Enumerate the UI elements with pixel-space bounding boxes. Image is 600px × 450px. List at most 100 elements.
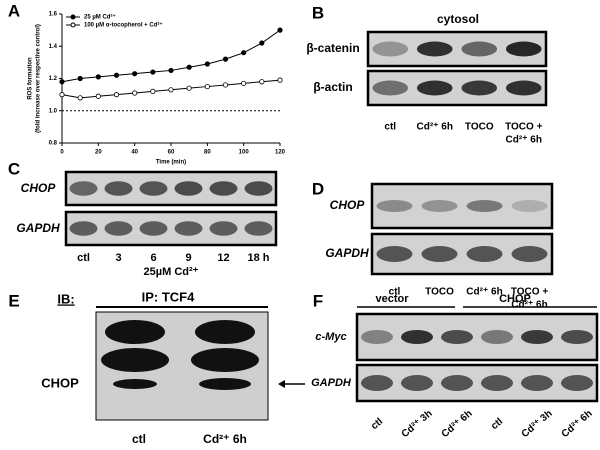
band [244,181,273,196]
data-point [186,85,192,91]
band [561,375,593,391]
band [416,80,453,96]
band [361,330,393,344]
data-point [95,74,101,80]
treatment-label: 25µM Cd²⁺ [144,266,199,278]
x-tick-label: 0 [60,150,64,156]
legend-marker [70,22,76,28]
lane-label: TOCO + [505,122,542,133]
band [441,330,473,344]
data-point [59,92,65,98]
lane-label: TOCO [425,287,454,298]
y-tick-label: 1.4 [49,44,58,50]
legend-label: 100 µM α-tocopherol + Cd²⁺ [84,22,163,29]
lane-label: Cd²⁺ 6h [560,408,595,440]
band [521,330,553,344]
panel-label: F [313,291,323,310]
ib-label: IB: [57,291,74,306]
lane-label: Cd²⁺ 3h [520,408,555,440]
x-tick-label: 40 [131,150,138,156]
lane-label: Cd²⁺ 6h [203,432,247,446]
data-point [168,67,174,74]
band [376,246,413,262]
data-point [77,75,83,82]
panel-label: B [312,3,324,22]
data-point [168,87,174,93]
lane-label: ctl [389,287,401,298]
lane-label: 9 [185,252,191,264]
band [511,246,548,262]
band [372,41,409,57]
band [481,375,513,391]
data-point [259,40,265,46]
lane-label: ctl [489,416,505,432]
data-point [59,79,65,85]
lane-label: Cd²⁺ 6h [511,300,547,311]
band [139,181,168,196]
band [461,41,498,57]
band [466,200,503,212]
arrow-head [278,380,285,388]
series-line [61,29,281,83]
lane-label: TOCO [465,122,494,133]
y-tick-label: 1.2 [49,76,58,82]
panel-label: E [8,291,19,310]
band [69,181,98,196]
data-point [132,90,138,96]
y-axis-label: ROS formation [28,57,34,100]
data-point [222,56,229,62]
row-label: c-Myc [315,331,346,343]
band [104,181,133,196]
lane-label: 3 [115,252,121,264]
band [199,378,251,390]
legend-label: 25 µM Cd²⁺ [84,14,116,21]
band [191,348,259,372]
data-point [222,82,229,88]
lane-label: Cd²⁺ 6h [506,135,542,146]
row-label: CHOP [21,181,57,195]
panel-label: C [8,159,20,178]
blot [64,210,278,247]
x-tick-label: 100 [239,150,250,156]
band [505,41,542,57]
band-label: CHOP [41,375,79,390]
y-tick-label: 1.6 [49,12,58,18]
x-tick-label: 20 [95,150,102,156]
band [521,375,553,391]
data-point [259,79,265,85]
band [505,80,542,96]
lane-label: Cd²⁺ 6h [466,287,502,298]
band [416,41,453,57]
band [361,375,393,391]
band [481,330,513,344]
band [376,200,413,212]
row-label: β-actin [313,80,352,94]
band [69,221,98,236]
band [441,375,473,391]
band [561,330,593,344]
data-point [77,95,83,101]
lane-label: Cd²⁺ 6h [440,408,475,440]
x-tick-label: 60 [168,150,175,156]
panel-label: A [8,1,20,20]
panel-heading: cytosol [437,12,479,26]
y-tick-label: 0.8 [49,141,58,147]
lane-label: ctl [132,432,146,446]
data-point [186,64,192,70]
band [195,320,255,344]
row-label: β-catenin [306,41,359,55]
band [104,221,133,236]
data-point [132,71,138,77]
ip-label: IP: TCF4 [142,289,195,304]
panel-label: D [312,179,324,198]
group-label: CHOP [499,293,531,305]
data-point [204,61,210,67]
band [421,246,458,262]
row-label: GAPDH [311,377,352,389]
blot [355,363,599,403]
data-point [113,92,120,98]
group-label: vector [375,293,409,305]
band [139,221,168,236]
x-tick-label: 80 [204,150,211,156]
